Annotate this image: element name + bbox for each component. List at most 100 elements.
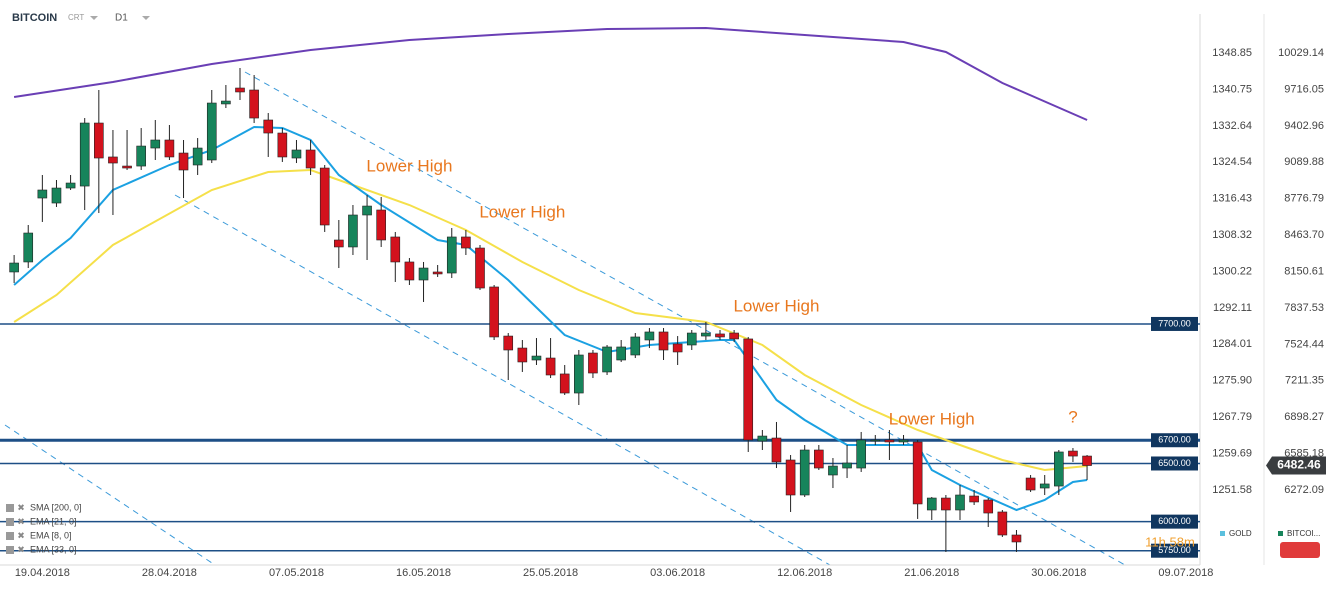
candle-body: [9, 262, 19, 273]
annotation: ?: [1068, 408, 1077, 427]
y2-tick-label: 1348.85: [1212, 47, 1252, 59]
x-tick-label: 12.06.2018: [777, 567, 832, 579]
level-label: 6000.00: [1158, 516, 1191, 526]
candle-body: [644, 331, 655, 341]
level-tag: [1151, 543, 1198, 558]
dropdown-icon[interactable]: [142, 16, 150, 20]
annotation: Lower High: [733, 296, 819, 315]
y2-tick-label: 1267.79: [1212, 411, 1252, 423]
candle-body: [94, 122, 104, 159]
candle-body: [686, 332, 697, 346]
legend-icon: [6, 518, 14, 526]
y-tick-label: 7211.35: [1285, 375, 1324, 387]
candle-body: [319, 167, 330, 226]
candle-body: [559, 373, 570, 394]
timeframe[interactable]: D1: [115, 13, 128, 24]
candle-body: [983, 499, 994, 514]
y2-tick-label: 1340.75: [1212, 83, 1252, 95]
trend-line: [4, 424, 216, 566]
y-tick-label: 8150.61: [1284, 265, 1324, 277]
y2-tick-label: 1284.01: [1212, 338, 1252, 350]
x-tick-label: 09.07.2018: [1158, 567, 1213, 579]
candle-body: [136, 145, 146, 167]
indicator-line: [13, 26, 1088, 121]
candle-body: [150, 139, 161, 149]
candle-body: [842, 462, 852, 469]
candle-body: [630, 336, 641, 356]
candle-body: [729, 332, 739, 340]
instrument-name: BITCOI...: [1287, 529, 1320, 538]
candle-body: [65, 182, 76, 189]
instrument-swatch: [1220, 531, 1225, 536]
candle-body: [955, 494, 965, 511]
candle-body: [390, 236, 401, 263]
candle-body: [432, 271, 443, 275]
candle-body: [446, 236, 457, 274]
candle-body: [545, 357, 556, 376]
candle-body: [108, 156, 118, 164]
candle-body: [771, 437, 782, 463]
x-tick-label: 30.06.2018: [1031, 567, 1086, 579]
price-label: 6482.46: [1277, 458, 1321, 472]
x-tick-label: 25.05.2018: [523, 567, 578, 579]
candle-body: [79, 122, 90, 187]
level-tag: [1151, 456, 1198, 471]
candle-body: [249, 89, 259, 119]
candle-body: [658, 331, 669, 351]
candle-body: [51, 187, 62, 204]
instrument-button[interactable]: [1280, 542, 1320, 558]
candle-body: [743, 338, 754, 441]
candle-body: [828, 465, 838, 476]
candle-body: [1025, 477, 1036, 491]
candle-body: [418, 267, 429, 281]
candle-body: [531, 355, 542, 361]
x-tick-label: 07.05.2018: [269, 567, 324, 579]
legend-icon: [6, 546, 14, 554]
candle-body: [1054, 451, 1064, 487]
level-label: 5750.00: [1158, 545, 1191, 555]
candle-body: [969, 495, 979, 503]
candle-body: [588, 352, 598, 374]
candle-body: [1068, 450, 1078, 457]
candle-body: [884, 439, 895, 443]
countdown: 11h 58m: [1145, 534, 1195, 549]
candle-body: [461, 236, 471, 249]
dropdown-icon[interactable]: [90, 16, 98, 20]
y-tick-label: 6272.09: [1284, 484, 1324, 496]
y2-tick-label: 1308.32: [1212, 229, 1252, 241]
indicator-line: [13, 168, 1088, 472]
y-tick-label: 8463.70: [1284, 229, 1324, 241]
source[interactable]: CRT: [68, 13, 84, 22]
candle-body: [277, 132, 288, 158]
candle-body: [305, 149, 316, 169]
legend-x: ✖: [17, 544, 25, 554]
y-tick-label: 8776.79: [1284, 193, 1324, 205]
level-label: 7700.00: [1158, 318, 1191, 328]
legend-x: ✖: [17, 516, 25, 526]
y-tick-label: 9716.05: [1284, 83, 1324, 95]
candle-body: [221, 100, 231, 105]
candle-body: [235, 87, 245, 93]
level-tag: [1151, 433, 1198, 448]
annotation: Lower High: [479, 203, 565, 222]
y2-tick-label: 1292.11: [1213, 302, 1252, 314]
candle-body: [37, 189, 48, 199]
legend-icon: [6, 504, 14, 512]
legend-entry: EMA [33, 0]: [30, 544, 77, 554]
trend-line: [244, 71, 1126, 566]
symbol[interactable]: BITCOIN: [12, 12, 57, 24]
candle-body: [263, 119, 274, 134]
candle-body: [1011, 534, 1022, 543]
candle-body: [489, 286, 499, 338]
price-tag: [1266, 456, 1326, 475]
candle-body: [334, 239, 344, 248]
legend-x: ✖: [17, 530, 25, 540]
y2-tick-label: 1275.90: [1212, 375, 1252, 387]
candle-body: [941, 497, 951, 511]
x-tick-label: 21.06.2018: [904, 567, 959, 579]
legend-entry: EMA [21, 0]: [30, 516, 77, 526]
candle-body: [870, 439, 881, 442]
candle-body: [574, 354, 584, 394]
candles: [9, 68, 1092, 552]
